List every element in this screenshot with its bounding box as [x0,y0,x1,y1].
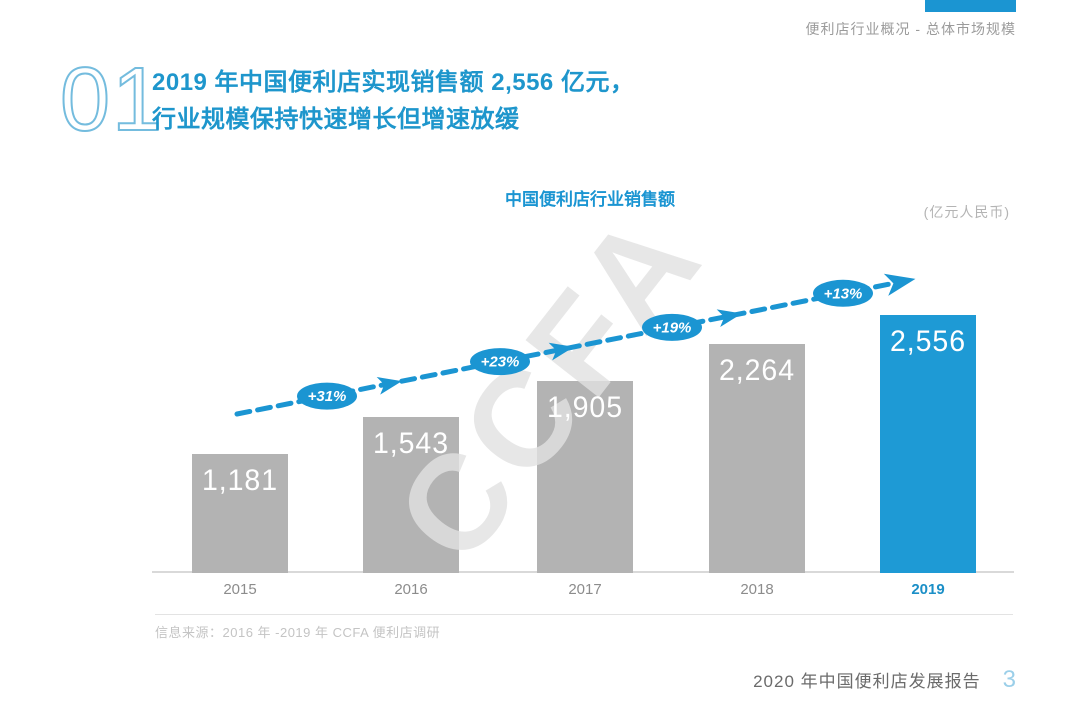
x-axis-tick-2019: 2019 [911,581,945,598]
section-number: 01 [59,50,165,150]
svg-text:+23%: +23% [481,354,520,371]
bar-value-2015: 1,181 [201,464,279,497]
x-axis-tick-2016: 2016 [394,581,428,598]
bar-value-2019: 2,556 [889,325,967,358]
page-title-line2: 行业规模保持快速增长但增速放缓 [152,106,520,133]
x-axis-tick-2017: 2017 [568,581,602,598]
source-note: 信息来源：2016 年 -2019 年 CCFA 便利店调研 [155,625,441,640]
chart-unit-label: (亿元人民币) [923,204,1010,220]
footer-page-number: 3 [1002,666,1016,693]
source-divider-line [155,614,1013,615]
footer: 2020 年中国便利店发展报告 3 [753,666,1016,694]
x-axis-tick-2015: 2015 [223,581,257,598]
page-title-line1: 2019 年中国便利店实现销售额 2,556 亿元， [152,69,635,96]
bar-value-2017: 1,905 [546,391,624,424]
svg-text:+13%: +13% [824,285,863,302]
breadcrumb: 便利店行业概况 - 总体市场规模 [805,21,1016,37]
footer-report-title: 2020 年中国便利店发展报告 [753,672,981,691]
bar-value-2016: 1,543 [372,427,450,460]
page-title: 2019 年中国便利店实现销售额 2,556 亿元， 行业规模保持快速增长但增速… [152,64,634,138]
bar-2015 [192,454,288,573]
header-accent-bar [925,0,1016,12]
bar-value-2018: 2,264 [718,354,796,387]
chart-title: 中国便利店行业销售额 [505,190,675,209]
x-axis-tick-2018: 2018 [740,581,774,598]
svg-text:+31%: +31% [308,388,347,405]
bar-2016 [363,417,459,573]
svg-text:+19%: +19% [653,319,692,336]
